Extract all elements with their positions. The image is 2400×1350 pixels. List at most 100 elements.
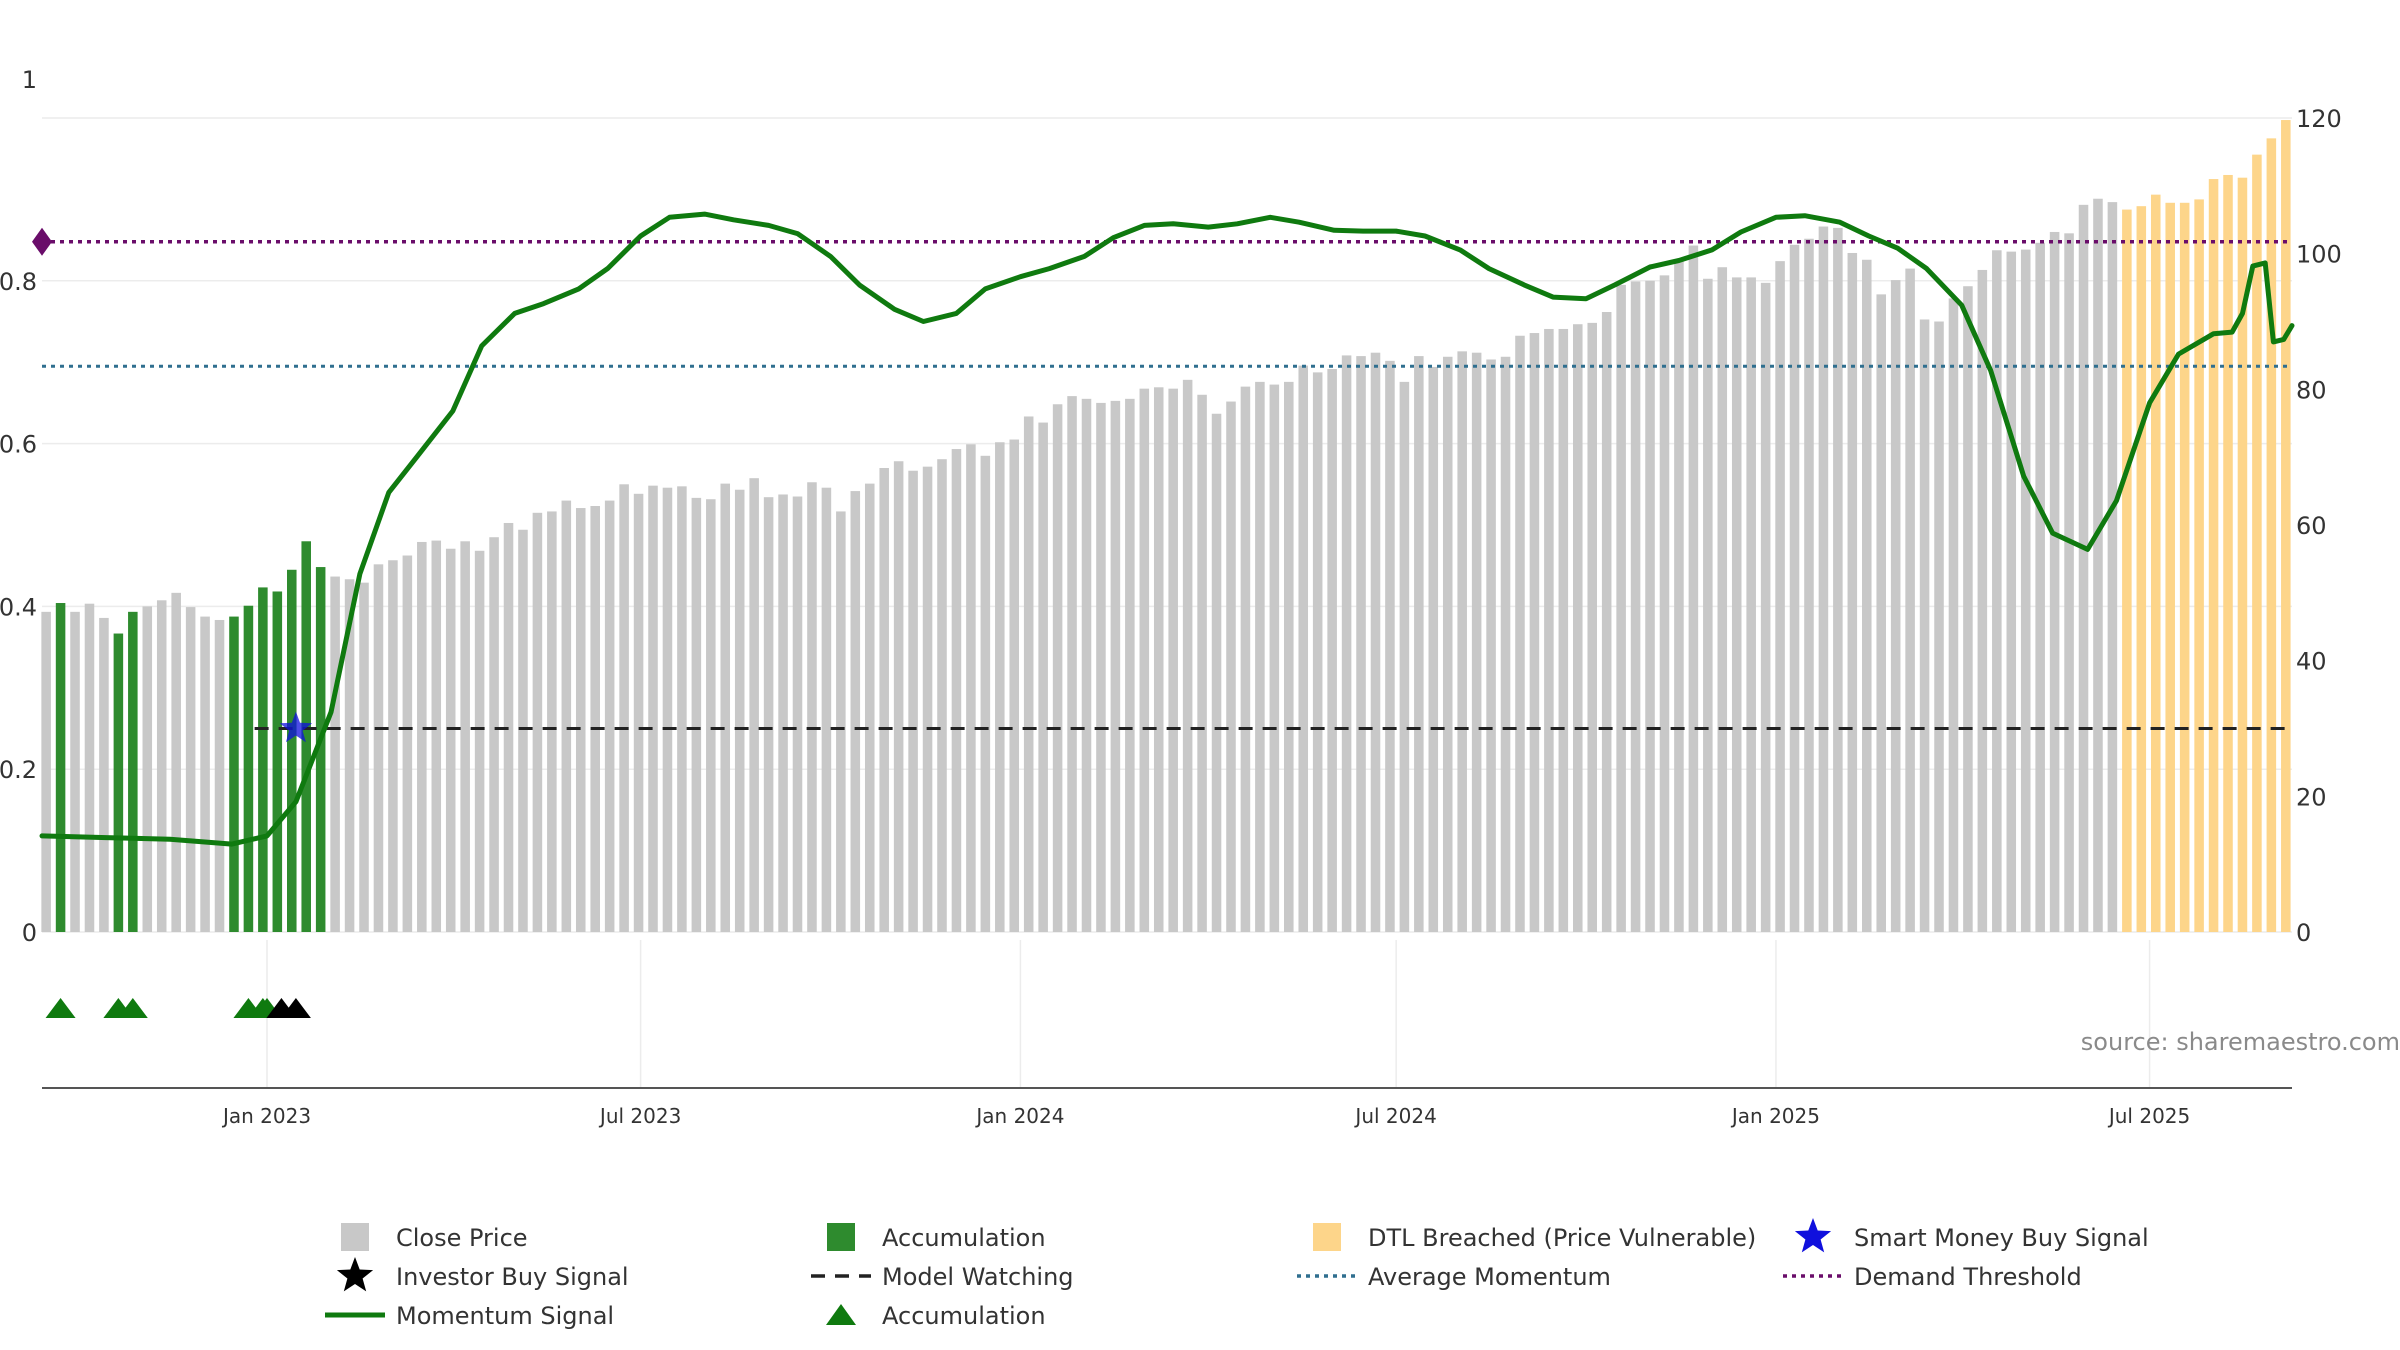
close-price-bar [2035,242,2045,932]
legend-label: Accumulation [882,1302,1046,1330]
close-price-bar [879,468,889,932]
close-price-bar [417,541,427,932]
close-price-bar [1919,319,1930,933]
close-price-bar [1717,267,1728,933]
smart-money-buy-signal-star [279,711,313,743]
close-price-bar [1182,379,1193,933]
close-price-bar [1746,277,1756,932]
close-price-bar [1009,439,1020,932]
accumulation-bar [301,541,311,932]
y-right-tick-label: 40 [2296,648,2327,676]
close-price-bar [1674,260,1684,932]
demand-threshold-marker [32,227,52,256]
gridlines [42,117,2292,1088]
close-price-bar [1992,250,2002,932]
close-price-bar [1428,366,1439,932]
close-price-bar [1862,259,1872,932]
y-right-tick-label: 80 [2296,376,2327,404]
close-price-bar [619,484,629,932]
close-price-bar [980,455,991,932]
close-price-bar [200,616,210,932]
accumulation-bar [55,603,66,932]
close-price-bar [70,611,80,932]
x-tick-label: Jan 2024 [974,1104,1064,1128]
close-price-bar [662,487,673,932]
close-price-bar [1616,284,1626,932]
close-price-bar [1573,324,1583,933]
close-price-bar [1934,321,1944,932]
close-price-bar [547,511,557,932]
close-price-bar [460,541,470,932]
y-left-tick-label: 1 [22,66,37,94]
close-price-bar [1240,386,1251,932]
close-price-bar [807,482,817,932]
close-price-bar [734,489,745,932]
close-price-bar [1370,352,1381,932]
close-price-bar [1890,280,1901,932]
close-price-bar [1457,351,1467,933]
accumulation-bar [272,591,283,932]
dtl-breached-bar [2208,179,2219,933]
close-price-bar [1356,356,1366,933]
close-price-bar [402,555,413,932]
close-price-bar [1023,416,1034,933]
close-price-bar [1558,328,1569,933]
close-price-bar [922,466,933,932]
close-price-bar [763,497,774,932]
dtl-breached-bar [2266,138,2277,933]
close-price-bar [344,579,355,932]
dtl-breached-bar [2223,174,2233,933]
close-price-bar [373,564,384,932]
close-price-bar [185,607,196,932]
dtl-breached-bar [2122,209,2132,932]
close-price-bar [1529,333,1540,932]
close-price-bar [1038,422,1048,932]
close-price-bar [893,461,904,932]
close-price-bar [1052,404,1063,932]
close-price-bar [1341,355,1352,932]
dtl-breached-bar [2179,202,2190,933]
close-price-bar [1688,245,1699,932]
dtl-breached-bar [2194,199,2204,932]
close-price-bar [633,493,644,932]
legend-swatch-square [341,1223,369,1251]
y-right-tick-label: 120 [2296,105,2342,133]
y-left-tick-label: 0 [22,919,37,947]
legend-label: Average Momentum [1368,1263,1611,1291]
close-price-bar [431,540,442,932]
close-price-bar [966,444,976,932]
close-price-bar [995,442,1005,932]
legend-swatch-square [1313,1223,1341,1251]
close-price-bar [1544,328,1554,933]
close-price-bar [1659,275,1670,932]
dtl-breached-bar [2165,202,2175,933]
close-price-bar [1804,238,1814,933]
close-price-bar [1876,294,1886,932]
close-price-bar [388,560,398,932]
close-price-bar [1963,286,1973,933]
y-right-tick-label: 100 [2296,241,2342,269]
x-tick-label: Jul 2024 [1353,1104,1436,1128]
close-price-bar [1601,312,1612,932]
close-price-bar [1847,252,1858,933]
y-right-tick-label: 20 [2296,783,2327,811]
close-price-bar [1197,394,1207,932]
close-price-bar [778,494,788,932]
close-price-bar [1298,365,1309,933]
close-price-bar [1471,352,1482,932]
y-left-tick-label: 0.2 [0,756,37,784]
accumulation-marker-triangle [45,998,76,1018]
y-left-tick-label: 0.6 [0,431,37,459]
dtl-breached-bar [2281,120,2291,932]
close-price-bar [1977,269,1988,932]
close-price-bar [359,582,369,932]
y-right-tick-label: 0 [2296,919,2311,947]
close-price-bar [1645,280,1655,932]
dtl-breached-bar [2150,194,2161,932]
x-tick-label: Jul 2025 [2107,1104,2190,1128]
accumulation-bar [287,569,297,932]
legend-label: Model Watching [882,1263,1074,1291]
close-price-bar [330,576,340,932]
